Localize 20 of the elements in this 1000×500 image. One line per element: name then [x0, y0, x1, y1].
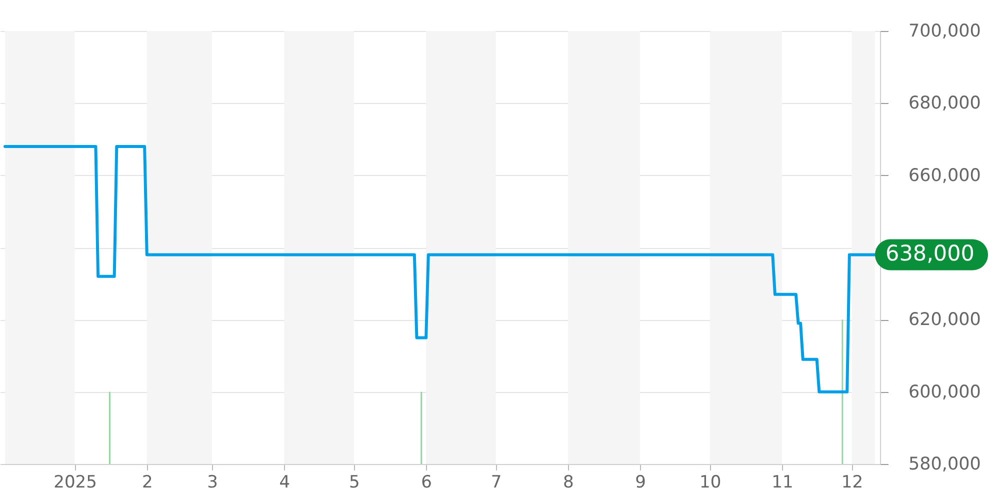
y-tick-label: 600,000 [908, 382, 981, 402]
x-tick-label: 11 [772, 472, 794, 492]
x-tick-label: 2 [142, 472, 153, 492]
x-tick-label: 4 [279, 472, 290, 492]
x-tick-label: 12 [841, 472, 864, 492]
x-tick-label: 9 [635, 472, 646, 492]
x-tick-label: 3 [207, 472, 218, 492]
x-tick-label: 8 [563, 472, 574, 492]
y-tick-label: 660,000 [908, 166, 981, 186]
line-series [4, 144, 876, 394]
x-tick-label: 10 [700, 472, 722, 492]
x-tick-label: 5 [349, 472, 360, 492]
x-tick-label: 2025 [54, 472, 97, 492]
annotation: 638,000 [886, 242, 974, 267]
x-tick-label: 6 [421, 472, 432, 492]
x-tick-label: 7 [490, 472, 502, 492]
y-tick-label: 580,000 [908, 454, 981, 474]
y-tick-label: 700,000 [908, 22, 981, 42]
y-tick-label: 620,000 [908, 310, 981, 330]
y-tick-label: 680,000 [908, 94, 981, 114]
